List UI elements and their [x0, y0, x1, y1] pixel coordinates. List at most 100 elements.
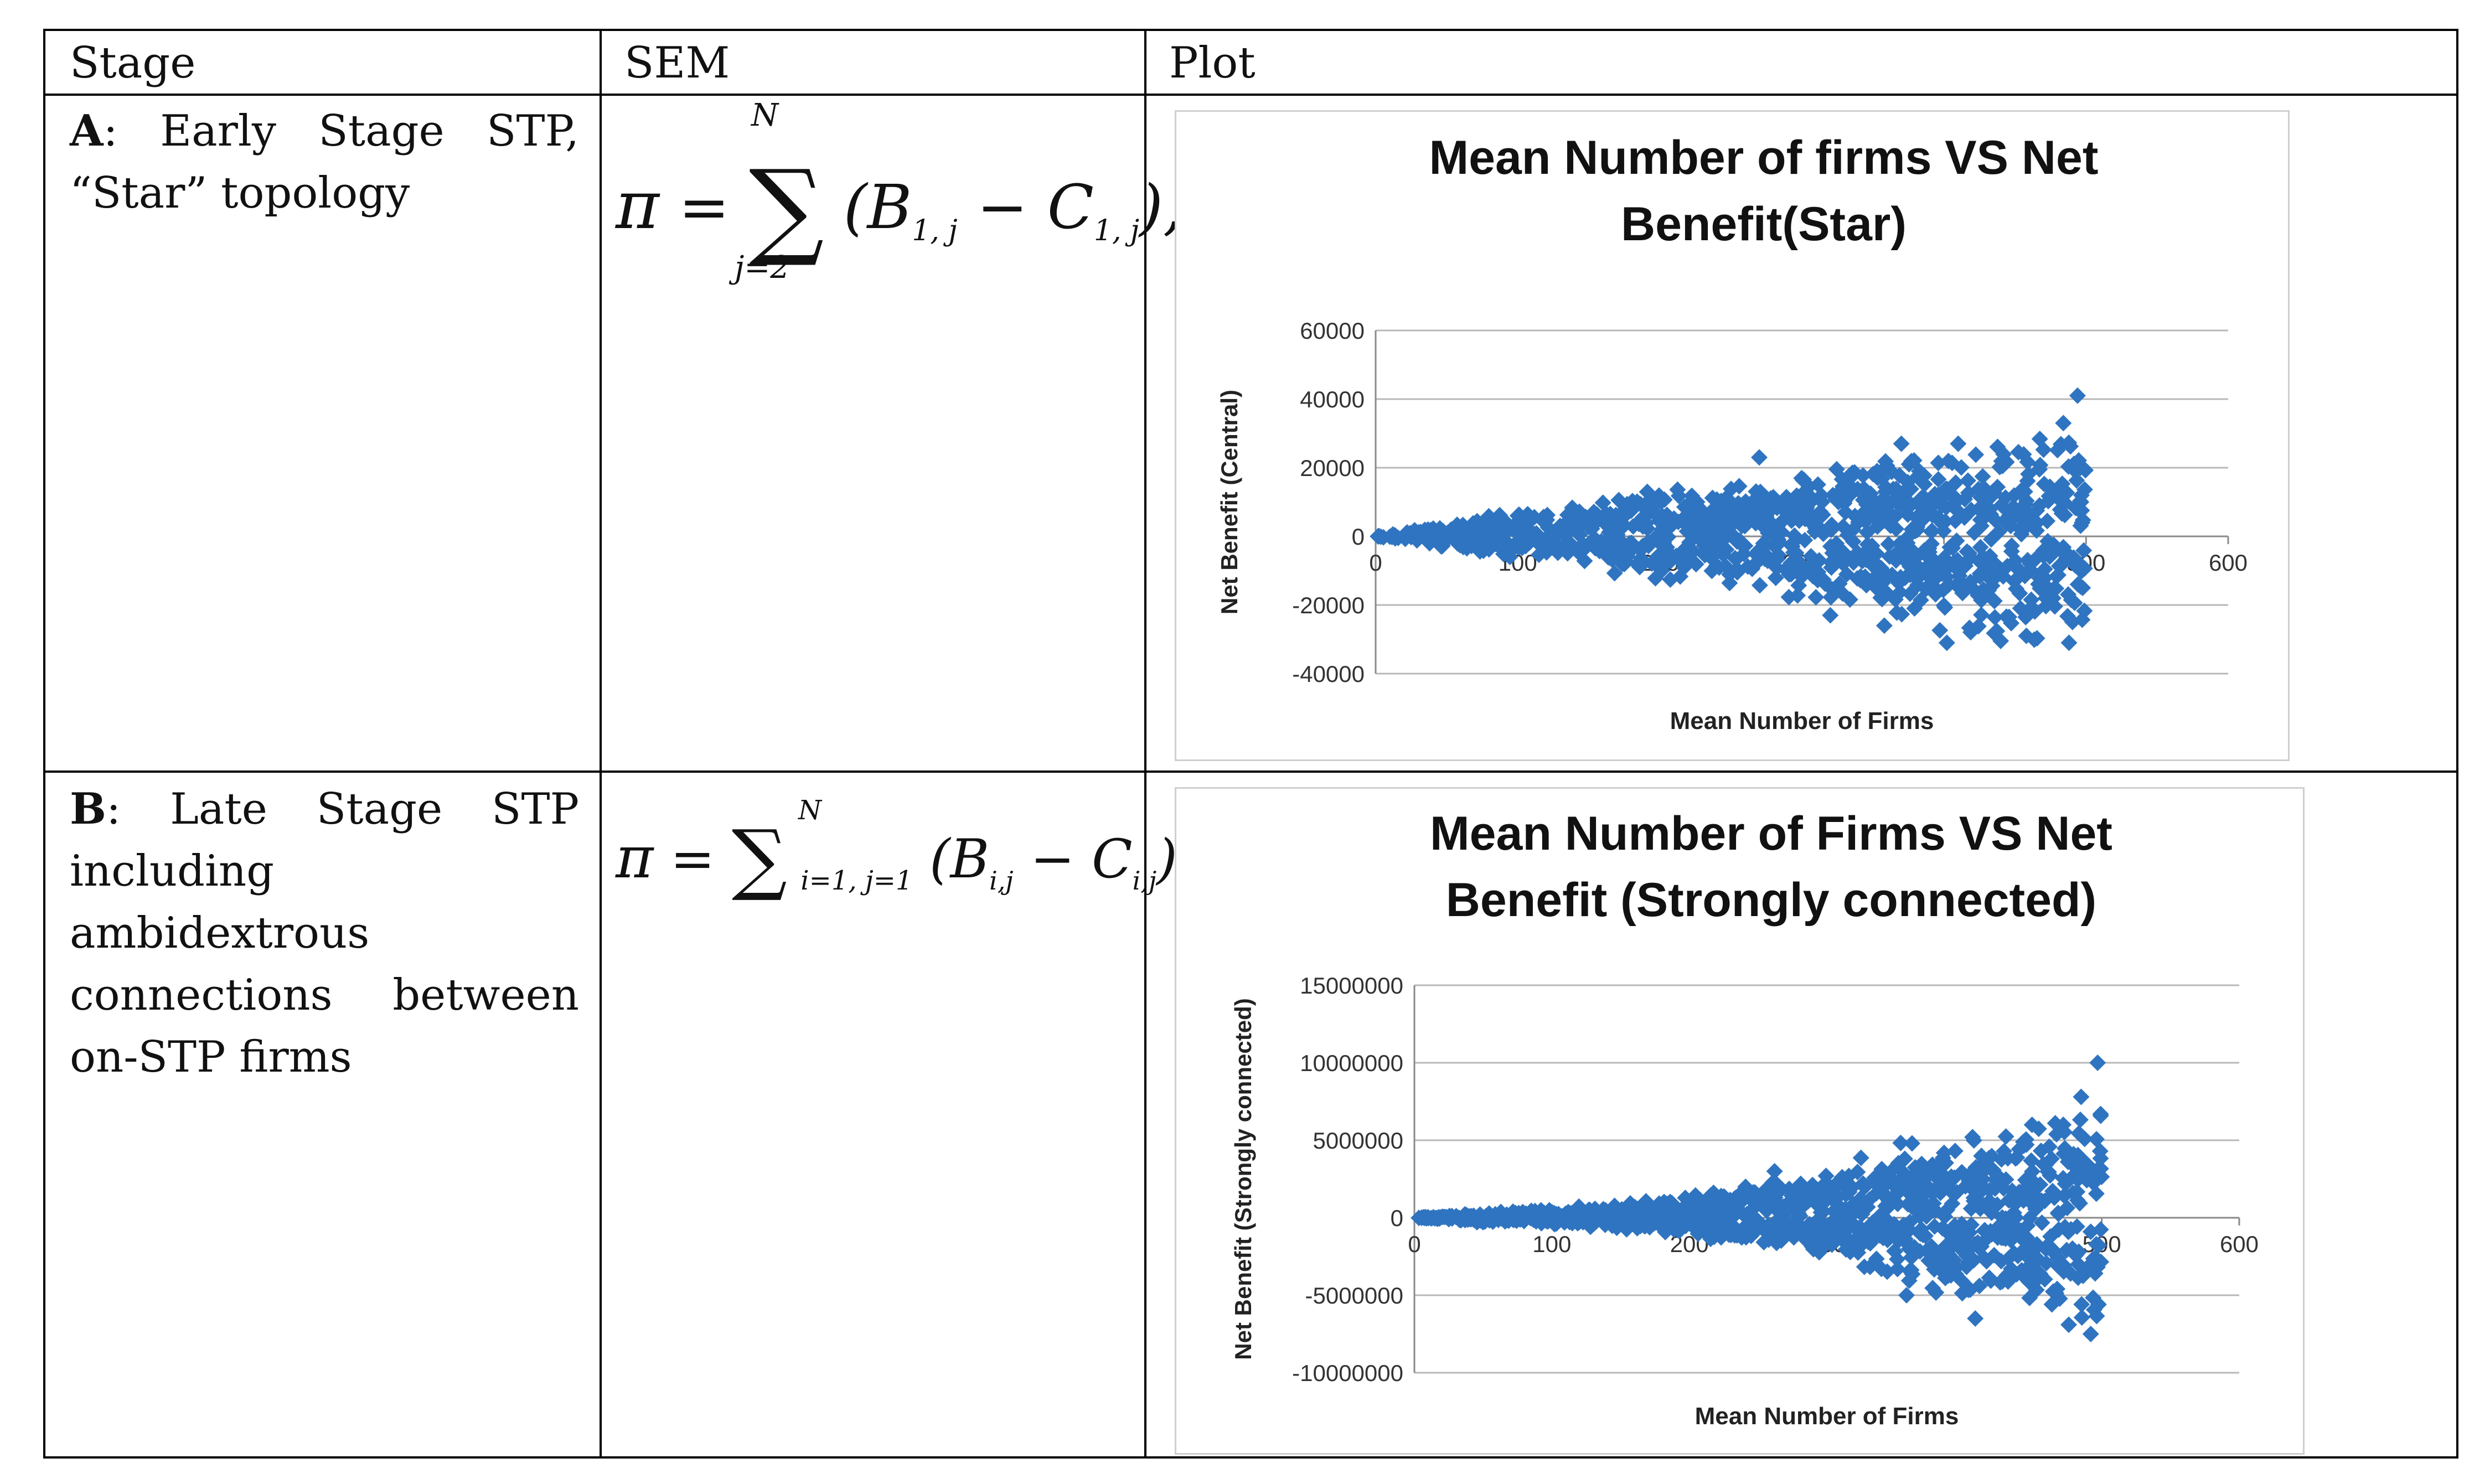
- scatter-point: [1913, 1155, 1930, 1172]
- scatter-point: [2075, 542, 2093, 559]
- scatter-point: [1983, 1147, 2000, 1165]
- scatter-point: [1839, 526, 1856, 544]
- scatter-point: [1583, 520, 1600, 537]
- scatter-point: [1936, 599, 1954, 616]
- scatter-point: [2055, 415, 2072, 432]
- row-divider: [45, 771, 2456, 773]
- scatter-point: [1721, 566, 1738, 583]
- scatter-point: [1873, 591, 1890, 608]
- scatter-point: [2011, 1141, 2028, 1158]
- scatter-point: [1918, 578, 1935, 596]
- scatter-point: [1732, 1194, 1749, 1211]
- scatter-point: [1938, 634, 1955, 651]
- scatter-point: [2031, 461, 2048, 478]
- scatter-point: [2035, 441, 2052, 458]
- scatter-point: [1999, 1150, 2016, 1167]
- scatter-point: [1925, 1195, 1942, 1212]
- scatter-point: [1946, 490, 1964, 508]
- scatter-point: [1893, 435, 1910, 452]
- scatter-point: [1964, 1129, 1981, 1146]
- scatter-point: [1948, 1259, 1965, 1276]
- stage-a-text: : Early Stage STP, “Star” topology: [70, 106, 579, 218]
- scatter-point: [1730, 478, 1748, 495]
- scatter-point: [1954, 1285, 1971, 1302]
- scatter-point: [1773, 1180, 1790, 1197]
- scatter-point: [1520, 506, 1537, 524]
- scatter-point: [1780, 588, 1797, 606]
- scatter-point: [1657, 1223, 1674, 1240]
- scatter-point: [2056, 494, 2073, 511]
- scatter-point: [2072, 578, 2089, 595]
- header-sem: SEM: [624, 38, 730, 88]
- scatter-point: [1868, 1185, 1885, 1202]
- scatter-point: [1663, 550, 1680, 567]
- scatter-point: [1800, 1221, 1817, 1238]
- scatter-point: [1903, 1168, 1920, 1186]
- scatter-point: [1511, 1211, 1528, 1228]
- scatter-point: [2071, 1195, 2088, 1212]
- scatter-point: [1992, 1253, 2009, 1270]
- scatter-point: [2060, 634, 2078, 651]
- scatter-point: [1980, 560, 1997, 577]
- chart-strongly-connected: Mean Number of Firms VS Net Benefit (Stro…: [1175, 787, 2305, 1455]
- formula-a-sub2: 1, j: [1093, 214, 1140, 247]
- scatter-point: [1970, 1239, 1987, 1256]
- scatter-point: [1938, 568, 1955, 586]
- scatter-point: [1630, 515, 1647, 532]
- comparison-table: Stage SEM Plot A: Early Stage STP, “Star…: [43, 29, 2458, 1459]
- scatter-point: [1975, 585, 1992, 602]
- scatter-point: [1751, 449, 1768, 466]
- scatter-point: [2019, 1217, 2036, 1234]
- scatter-point: [1559, 506, 1576, 524]
- scatter-point: [1469, 513, 1486, 530]
- scatter-point: [1815, 1194, 1832, 1211]
- scatter-point: [1937, 513, 1954, 530]
- scatter-point: [1691, 514, 1708, 531]
- scatter-point: [2023, 1152, 2040, 1169]
- scatter-point: [1814, 493, 1831, 510]
- scatter-point: [2087, 1249, 2104, 1266]
- scatter-point: [2017, 608, 2034, 625]
- scatter-point: [1823, 521, 1840, 539]
- scatter-point: [1974, 468, 1991, 485]
- scatter-point: [1748, 555, 1765, 572]
- scatter-point: [1903, 453, 1920, 470]
- scatter-point: [2060, 1316, 2078, 1333]
- scatter-point: [1926, 1218, 1943, 1235]
- scatter-point: [1864, 542, 1882, 559]
- scatter-point: [1514, 1203, 1531, 1221]
- scatter-point: [1967, 446, 1985, 463]
- scatter-point: [2076, 602, 2093, 619]
- scatter-point: [1888, 520, 1905, 537]
- scatter-point: [1807, 520, 1824, 537]
- scatter-point: [1936, 549, 1953, 566]
- scatter-point: [1493, 517, 1510, 534]
- column-divider-2: [1144, 31, 1146, 1456]
- scatter-point: [1961, 545, 1978, 562]
- scatter-point: [1910, 1192, 1928, 1209]
- y-tick-label: 10000000: [1300, 1050, 1403, 1076]
- scatter-point: [1509, 507, 1526, 524]
- scatter-point: [1657, 1206, 1675, 1223]
- scatter-point: [1989, 478, 2006, 495]
- scatter-point: [1903, 1261, 1920, 1279]
- scatter-point: [1849, 480, 1866, 498]
- scatter-point: [1862, 1235, 1879, 1252]
- scatter-point: [2088, 1131, 2105, 1148]
- scatter-point: [2054, 544, 2071, 561]
- scatter-point: [1967, 1159, 1985, 1176]
- scatter-point: [2044, 590, 2062, 607]
- scatter-point: [1967, 1173, 1985, 1190]
- scatter-point: [1873, 464, 1890, 481]
- scatter-point: [1856, 1258, 1873, 1275]
- scatter-point: [2090, 1237, 2107, 1254]
- scatter-point: [2058, 1242, 2075, 1259]
- scatter-point: [1876, 617, 1893, 634]
- scatter-point: [1604, 551, 1621, 568]
- scatter-point: [1683, 487, 1701, 504]
- scatter-point: [1933, 1252, 1950, 1269]
- scatter-point: [1790, 1205, 1807, 1222]
- scatter-point: [1587, 538, 1604, 555]
- scatter-point: [1958, 1258, 1975, 1275]
- scatter-point: [1874, 575, 1891, 592]
